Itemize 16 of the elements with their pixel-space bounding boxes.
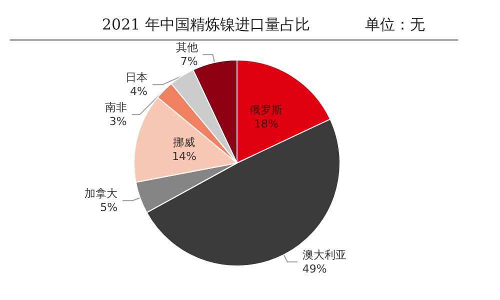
data-label: 4% bbox=[130, 85, 148, 98]
slice-label: 日本 bbox=[125, 71, 148, 84]
data-label: 7% bbox=[180, 55, 198, 68]
text: 单位：无 bbox=[365, 16, 425, 34]
data-label: 3% bbox=[109, 115, 127, 128]
data-label: 49% bbox=[302, 262, 327, 276]
data-label: 14% bbox=[172, 150, 196, 163]
slice-label: 其他 bbox=[176, 41, 198, 54]
slice-label: 澳大利亚 bbox=[302, 248, 346, 262]
slice-label: 挪威 bbox=[173, 136, 196, 149]
data-label: 18% bbox=[254, 117, 278, 130]
data-label: 5% bbox=[100, 201, 118, 214]
chart-title: 2021 年中国精炼镍进口量占比 bbox=[102, 16, 310, 34]
slice-label: 加拿大 bbox=[84, 187, 118, 200]
slice-label: 南非 bbox=[104, 101, 127, 114]
slice-label: 俄罗斯 bbox=[250, 103, 283, 116]
